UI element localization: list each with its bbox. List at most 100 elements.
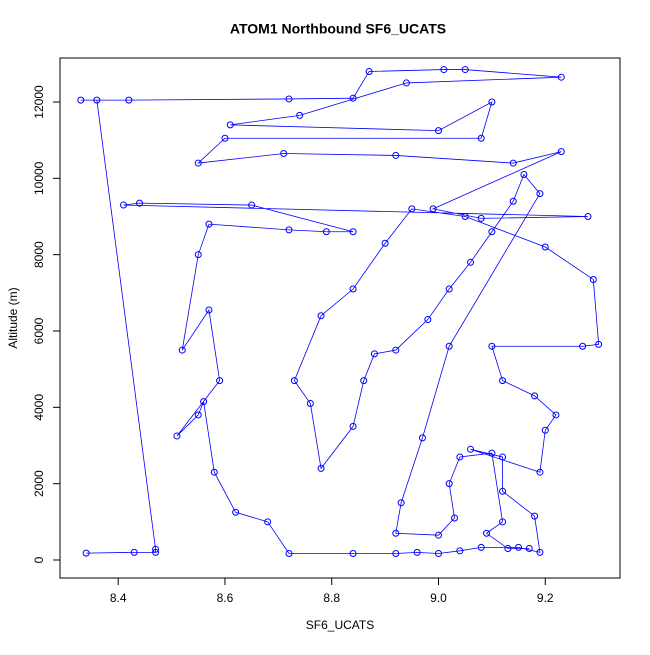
data-point [440,66,448,74]
data-point [317,312,325,320]
data-point [317,464,325,472]
data-point [584,212,592,220]
data-point [515,543,523,551]
data-point [536,468,544,476]
data-point [456,547,464,555]
data-point [429,205,437,213]
data-point [194,251,202,259]
data-point [226,121,234,129]
data-point [349,94,357,102]
data-point [413,548,421,556]
data-point [392,529,400,537]
data-point [536,548,544,556]
y-tick-label: 0 [32,556,46,563]
data-point [445,342,453,350]
data-point [499,518,507,526]
data-point [461,66,469,74]
data-point [402,79,410,87]
data-point [152,545,160,553]
data-point [434,531,442,539]
data-point [536,190,544,198]
data-point [349,549,357,557]
data-point [200,398,208,406]
data-point [557,73,565,81]
data-point [173,432,181,440]
data-point [381,239,389,247]
data-point [248,201,256,209]
data-point [499,487,507,495]
data-point [296,111,304,119]
data-point [93,96,101,104]
data-point [434,127,442,135]
data-point [488,342,496,350]
data-point [136,199,144,207]
data-point [210,468,218,476]
data-point [392,549,400,557]
x-axis-label: SF6_UCATS [306,618,374,632]
data-point [120,201,128,209]
x-tick-label: 9.0 [430,591,447,605]
data-point [205,220,213,228]
y-tick-label: 6000 [32,317,46,344]
data-point [178,346,186,354]
data-point [392,151,400,159]
data-point [509,197,517,205]
data-point [552,411,560,419]
data-point [499,453,507,461]
data-point [531,392,539,400]
data-point [488,449,496,457]
data-point [525,545,533,553]
data-point [483,529,491,537]
data-point [232,508,240,516]
data-point [349,422,357,430]
y-axis-label: Altitude (m) [6,287,20,348]
data-point [349,228,357,236]
data-point [477,134,485,142]
data-point [531,512,539,520]
data-point [557,148,565,156]
data-point [456,453,464,461]
plot-box [59,57,621,579]
data-point [264,518,272,526]
data-point [445,285,453,293]
x-tick-label: 8.8 [323,591,340,605]
data-point [82,549,90,557]
data-point [504,545,512,553]
data-point [216,377,224,385]
data-point [221,134,229,142]
data-point [365,67,373,75]
data-point [541,243,549,251]
data-point [152,548,160,556]
data-point [205,306,213,314]
data-point [77,96,85,104]
data-point [434,549,442,557]
y-tick-label: 10000 [32,161,46,195]
data-point [579,342,587,350]
data-point [408,205,416,213]
data-point [285,226,293,234]
data-point [499,377,507,385]
data-point [424,316,432,324]
data-point [488,98,496,106]
data-point [370,350,378,358]
y-tick-label: 4000 [32,394,46,421]
chart-title: ATOM1 Northbound SF6_UCATS [230,21,446,37]
data-point [461,212,469,220]
data-point [194,159,202,167]
data-point [285,549,293,557]
data-point [194,411,202,419]
x-tick-label: 8.6 [217,591,234,605]
data-point [280,150,288,158]
data-point [589,275,597,283]
data-point [509,159,517,167]
data-point [290,377,298,385]
y-tick-label: 8000 [32,241,46,268]
data-point [595,340,603,348]
data-point [467,445,475,453]
x-tick-label: 8.4 [110,591,127,605]
data-point [125,96,133,104]
data-point [477,214,485,222]
data-point [467,258,475,266]
y-tick-label: 12000 [32,85,46,119]
data-point [285,95,293,103]
